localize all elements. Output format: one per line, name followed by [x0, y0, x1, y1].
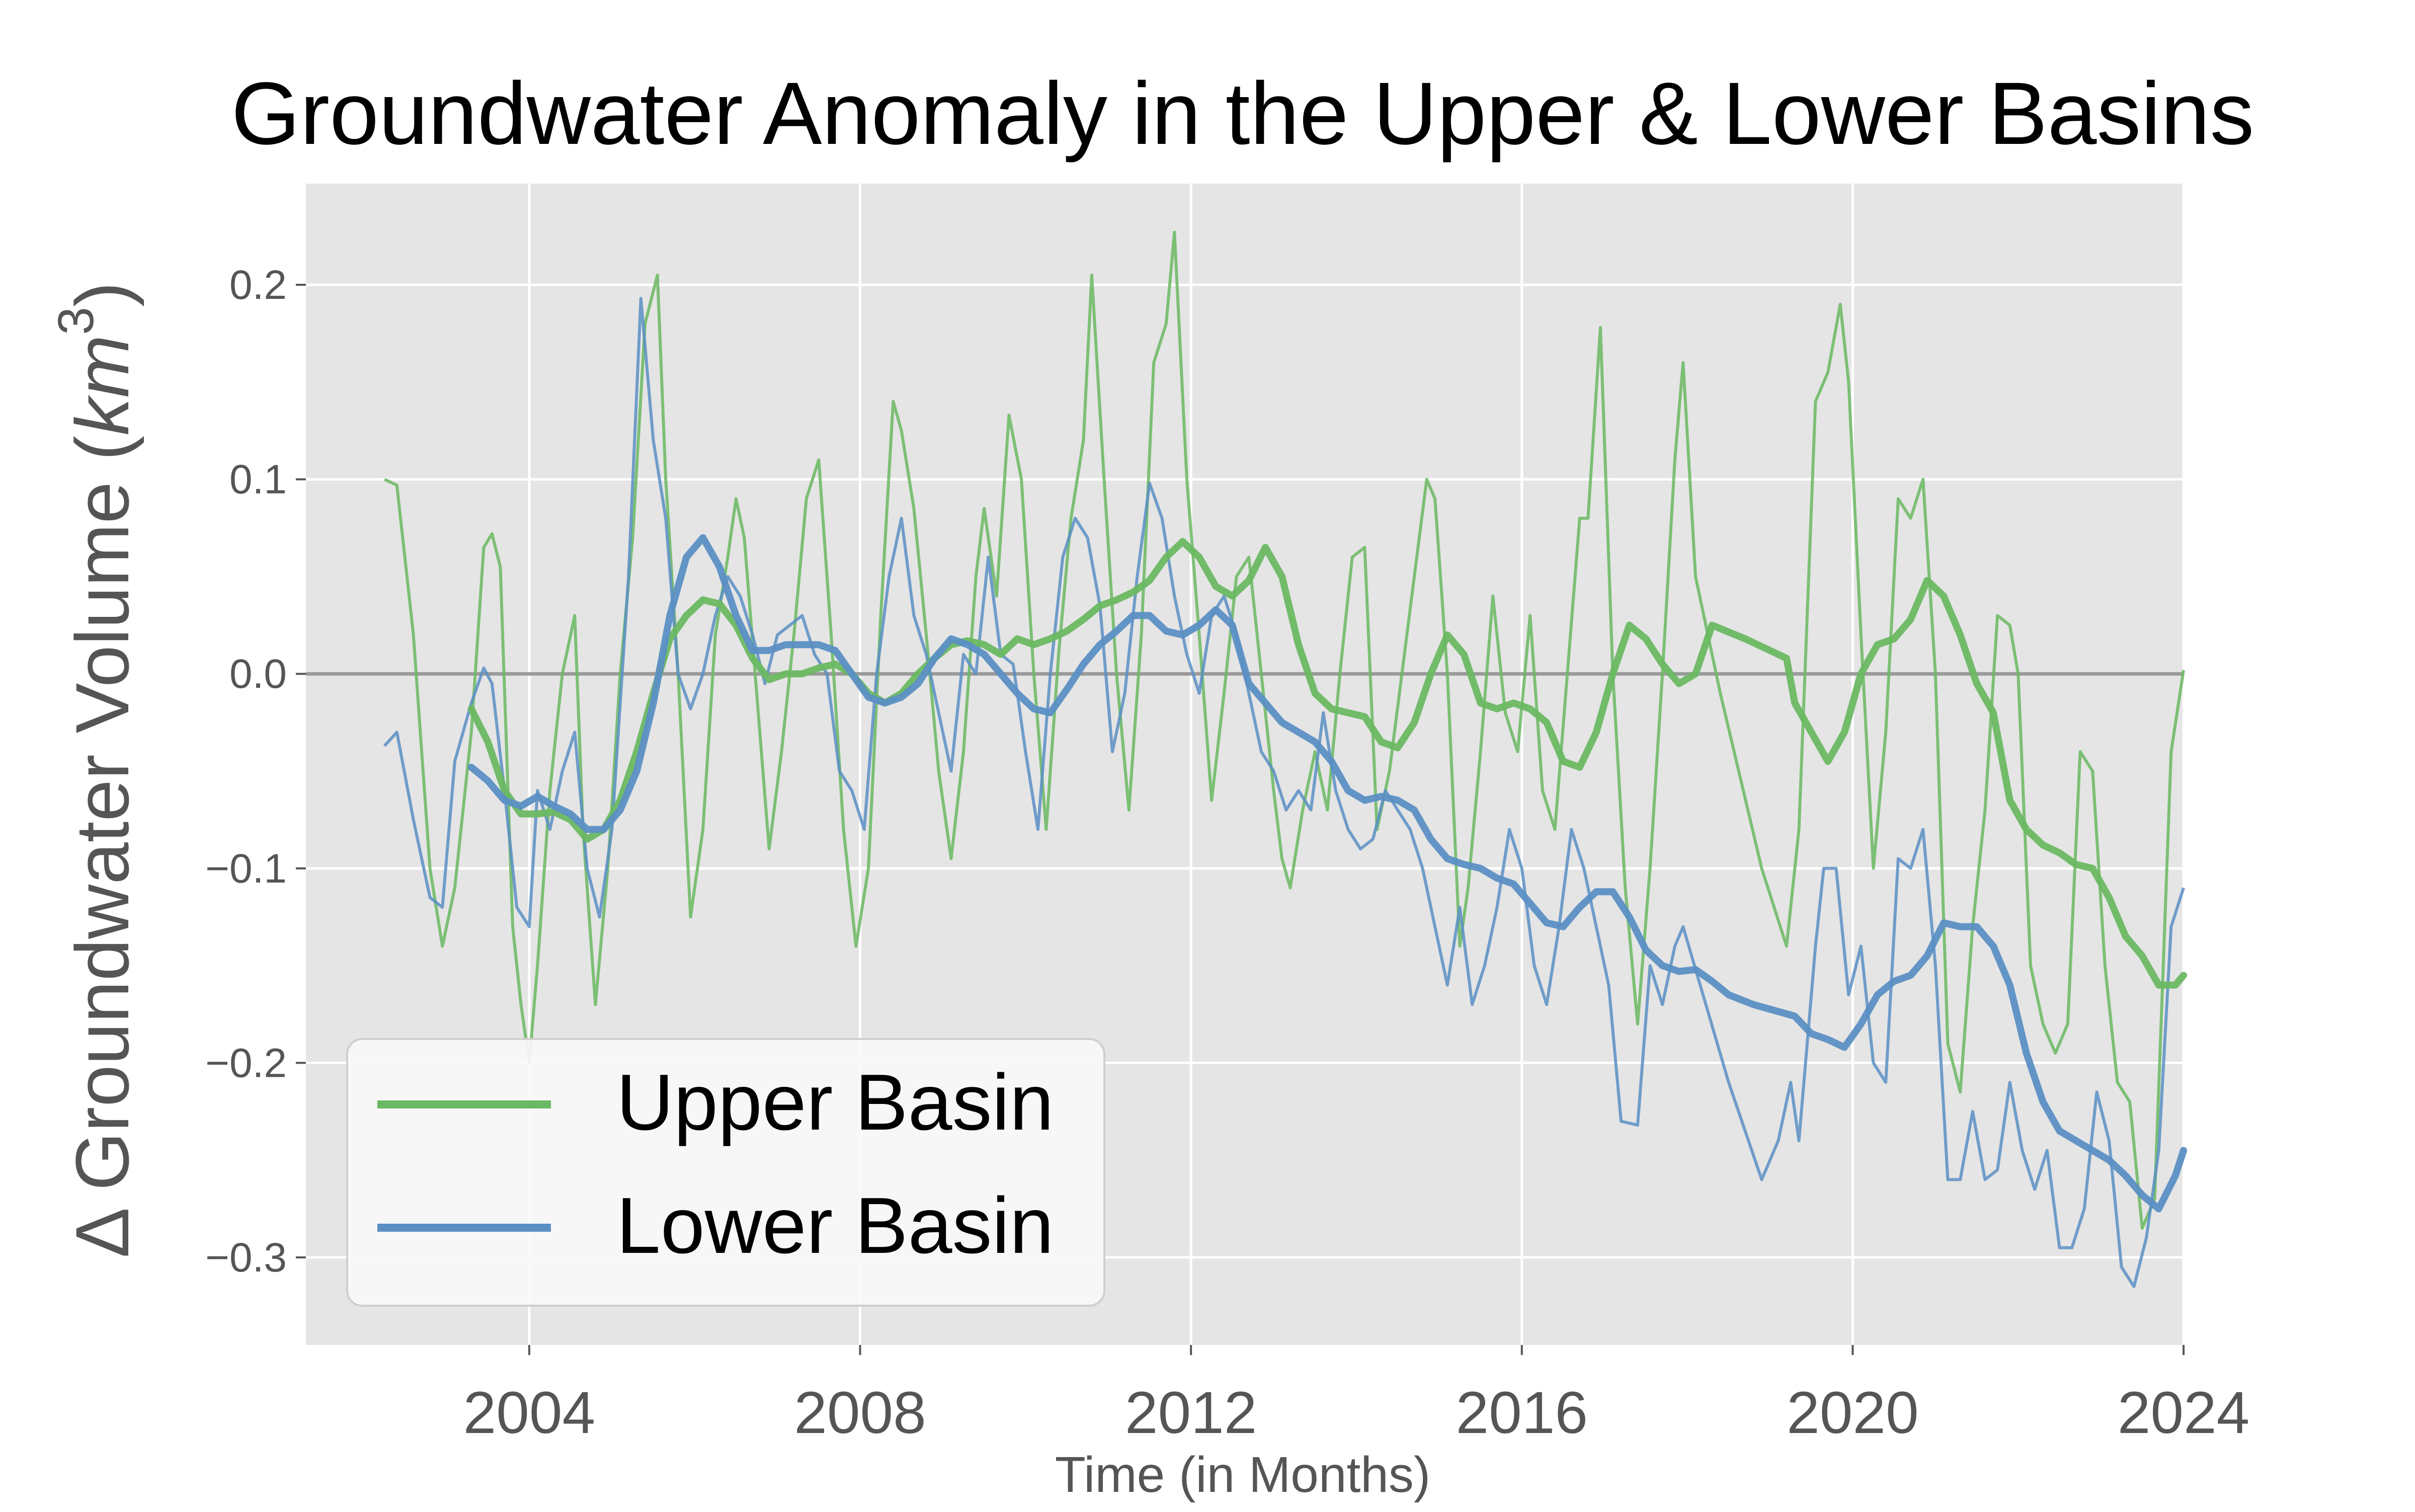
legend-label-lower-basin: Lower Basin	[616, 1181, 1054, 1270]
lower-basin-raw-line	[383, 297, 2185, 1288]
upper-basin-smoothed-line	[467, 538, 2187, 989]
y-tick-label: −0.2	[205, 1040, 287, 1086]
x-tick-label: 2012	[1125, 1380, 1257, 1446]
y-axis-label: Δ Groundwater Volume (km3)	[48, 282, 144, 1258]
y-tick-label: 0.0	[229, 651, 287, 697]
chart-title: Groundwater Anomaly in the Upper & Lower…	[231, 64, 2255, 163]
lower-basin-smoothed-line	[467, 534, 2187, 1213]
x-axis-label: Time (in Months)	[1055, 1447, 1430, 1503]
x-tick-label: 2024	[2118, 1380, 2250, 1446]
x-tick-label: 2008	[794, 1380, 926, 1446]
x-tick-label: 2016	[1456, 1380, 1588, 1446]
y-tick-label: 0.1	[229, 457, 287, 503]
y-axis-label-prefix: Δ Groundwater Volume (	[60, 436, 144, 1258]
y-tick-label: −0.1	[205, 846, 287, 892]
legend: Upper Basin Lower Basin	[346, 1038, 1105, 1307]
y-axis-label-sup: 3	[48, 307, 104, 335]
y-axis-label-var: km	[60, 335, 144, 436]
y-axis-label-suffix: )	[60, 282, 144, 307]
series-layer	[306, 230, 2187, 1288]
y-tick-label: 0.2	[229, 262, 287, 308]
upper-basin-raw-line	[383, 230, 2185, 1230]
y-tick-label: −0.3	[205, 1235, 287, 1281]
tick-layer: 2004 2008 2012 2016 2020 2024 −0.3 −0.2 −0.1 0.0 0…	[205, 262, 2249, 1446]
x-tick-label: 2004	[463, 1380, 596, 1446]
x-tick-label: 2020	[1787, 1380, 1919, 1446]
legend-label-upper-basin: Upper Basin	[616, 1058, 1054, 1147]
